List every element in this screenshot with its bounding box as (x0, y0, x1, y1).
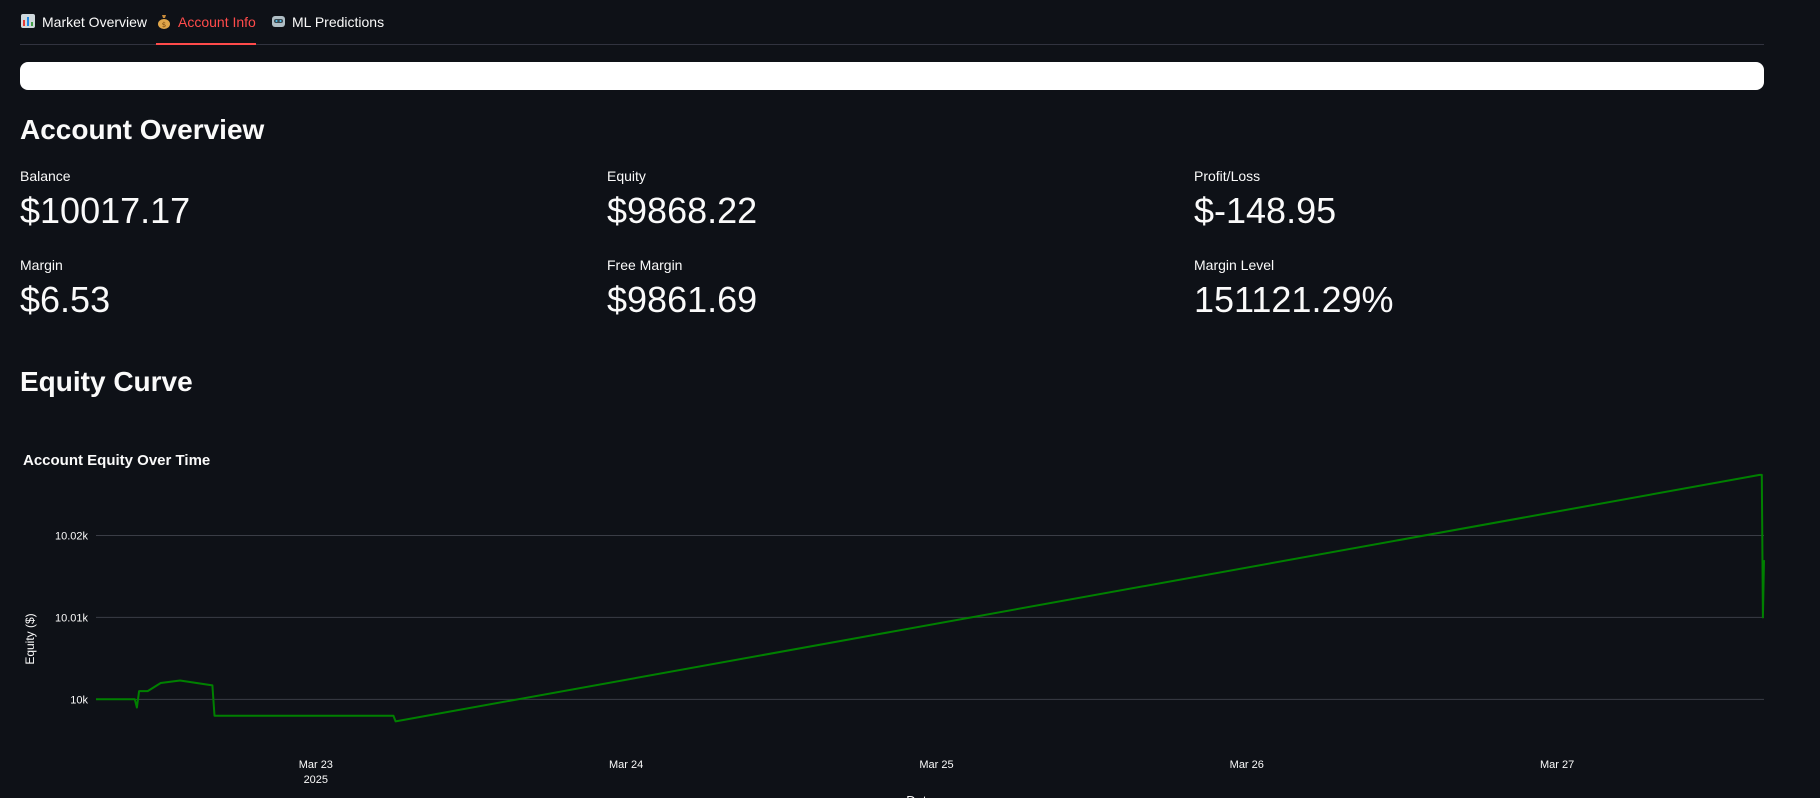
metric-value: $6.53 (20, 279, 111, 320)
metric-label: Equity (607, 168, 646, 184)
metric-balance: Balance $10017.17 (20, 168, 580, 232)
info-banner (20, 62, 1764, 90)
tab-label: Account Info (178, 14, 256, 30)
bar-chart-icon (20, 14, 36, 30)
metric-label: Margin Level (1194, 257, 1275, 273)
metric-profit-loss: Profit/Loss $-148.95 (1194, 168, 1754, 232)
y-tick-label: 10.02k (55, 531, 89, 543)
metric-value: $9868.22 (607, 190, 758, 231)
account-overview-heading: Account Overview (20, 114, 265, 145)
y-axis-title: Equity ($) (23, 613, 37, 664)
tab-bar: Market Overview $ Account Info ML Predic… (20, 0, 1764, 45)
metric-value: $9861.69 (607, 279, 758, 320)
metric-value: 151121.29% (1194, 279, 1394, 320)
tab-ml-predictions[interactable]: ML Predictions (270, 0, 384, 44)
equity-chart: 10k 10.01k 10.02k Mar 23 2025 Mar 24 Mar 25 Mar… (23, 473, 1765, 798)
equity-series-line (96, 473, 1765, 723)
metric-value: $10017.17 (20, 190, 191, 231)
metric-label: Balance (20, 168, 71, 184)
x-tick-label: Mar 26 (1230, 759, 1264, 771)
metric-equity: Equity $9868.22 (607, 168, 1167, 232)
x-tick-year-label: 2025 (304, 774, 328, 786)
metric-label: Free Margin (607, 257, 683, 273)
metric-label: Margin (20, 257, 63, 273)
tab-label: ML Predictions (292, 14, 385, 30)
metric-margin: Margin $6.53 (20, 257, 580, 321)
money-bag-icon: $ (156, 14, 172, 30)
metric-free-margin: Free Margin $9861.69 (607, 257, 1167, 321)
robot-icon (270, 14, 286, 30)
metric-value: $-148.95 (1194, 190, 1337, 231)
tab-market-overview[interactable]: Market Overview (20, 0, 147, 44)
x-tick-label: Mar 23 (299, 759, 333, 771)
chart-title: Account Equity Over Time (23, 452, 211, 469)
x-tick-label: Mar 27 (1540, 759, 1574, 771)
metric-label: Profit/Loss (1194, 168, 1261, 184)
x-tick-label: Mar 25 (919, 759, 953, 771)
tab-label: Market Overview (42, 14, 148, 30)
equity-curve-heading: Equity Curve (20, 366, 193, 397)
x-axis-title: Date (906, 793, 933, 798)
svg-text:$: $ (162, 21, 166, 29)
metric-margin-level: Margin Level 151121.29% (1194, 257, 1754, 321)
y-tick-label: 10k (70, 694, 88, 706)
x-tick-label: Mar 24 (609, 759, 643, 771)
tab-account-info[interactable]: $ Account Info (156, 0, 256, 45)
y-tick-label: 10.01k (55, 612, 89, 624)
